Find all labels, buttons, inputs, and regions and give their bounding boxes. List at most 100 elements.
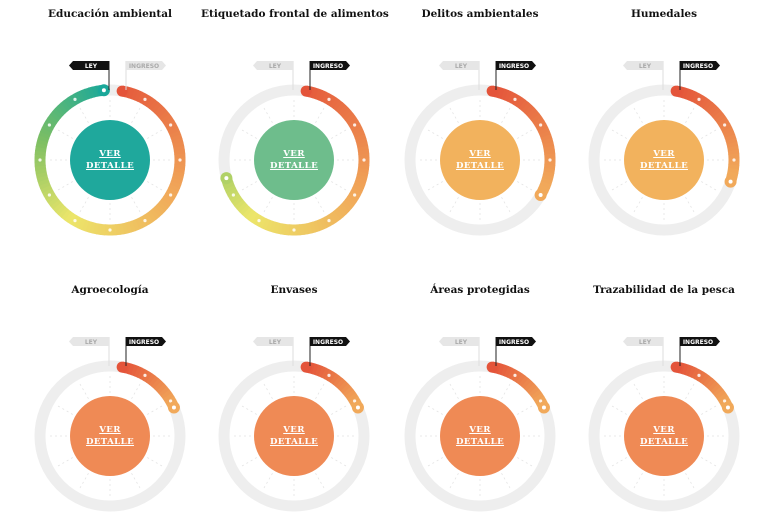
dial-guide-line (500, 471, 510, 488)
card-title: Delitos ambientales (387, 8, 573, 20)
step-tick (327, 98, 330, 101)
progress-knob-center (729, 180, 733, 184)
flag-label-ingreso: INGRESO (499, 339, 529, 346)
ver-detalle-button[interactable]: VER DETALLE (254, 120, 334, 200)
flag-label-ley: LEY (639, 63, 652, 70)
ver-detalle-button[interactable]: VER DETALLE (624, 120, 704, 200)
progress-knob-center (539, 193, 543, 197)
step-tick (143, 98, 146, 101)
card-title: Educación ambiental (17, 8, 203, 20)
dial-guide-line (145, 406, 162, 416)
step-tick (232, 193, 235, 196)
step-tick (73, 219, 76, 222)
dial-guide-line (130, 108, 140, 125)
progress-knob-center (172, 406, 176, 410)
ver-detalle-button[interactable]: VER DETALLE (70, 396, 150, 476)
dial-guide-line (684, 108, 694, 125)
step-tick (723, 123, 726, 126)
step-tick (48, 193, 51, 196)
step-tick (697, 374, 700, 377)
dial-guide-line (699, 180, 716, 190)
step-tick (38, 158, 41, 161)
dial-guide-line (450, 471, 460, 488)
dial-guide-line (329, 406, 346, 416)
step-tick (108, 228, 111, 231)
ver-detalle-label: VER DETALLE (640, 424, 688, 449)
dial-guide-line (80, 471, 90, 488)
step-tick (539, 123, 542, 126)
dial-guide-line (684, 384, 694, 401)
dial-guide-line (428, 180, 445, 190)
ver-detalle-button[interactable]: VER DETALLE (70, 120, 150, 200)
dial-guide-line (329, 130, 346, 140)
card-title: Agroecología (17, 284, 203, 296)
dial-guide-line (634, 195, 644, 212)
bill-card: Delitos ambientales LEY INGRESO VER DETALLE (387, 0, 573, 252)
dial-guide-line (242, 180, 259, 190)
ver-detalle-label: VER DETALLE (456, 148, 504, 173)
ver-detalle-label: VER DETALLE (640, 148, 688, 173)
dial-guide-line (58, 456, 75, 466)
ver-detalle-button[interactable]: VER DETALLE (440, 120, 520, 200)
dial-guide-line (145, 456, 162, 466)
ver-detalle-label: VER DETALLE (456, 424, 504, 449)
flag-label-ley: LEY (85, 339, 98, 346)
step-tick (732, 158, 735, 161)
dial-guide-line (634, 384, 644, 401)
dial-guide-line (130, 195, 140, 212)
dial-guide-line (612, 406, 629, 416)
dial-guide-line (264, 384, 274, 401)
step-tick (48, 123, 51, 126)
dial-guide-line (242, 130, 259, 140)
bill-card: Educación ambiental LEY INGRESO VER DETALLE (17, 0, 203, 252)
ver-detalle-button[interactable]: VER DETALLE (254, 396, 334, 476)
dial-guide-line (264, 471, 274, 488)
step-tick (143, 219, 146, 222)
step-tick (257, 219, 260, 222)
dial-guide-line (515, 406, 532, 416)
dial-guide-line (515, 130, 532, 140)
step-tick (353, 193, 356, 196)
dial-guide-line (80, 108, 90, 125)
flag-label-ingreso: INGRESO (499, 63, 529, 70)
step-tick (513, 374, 516, 377)
progress-knob-center (224, 176, 228, 180)
step-tick (73, 98, 76, 101)
flag-label-ingreso: INGRESO (313, 339, 343, 346)
card-title: Humedales (571, 8, 757, 20)
flag-label-ingreso: INGRESO (683, 63, 713, 70)
ver-detalle-button[interactable]: VER DETALLE (624, 396, 704, 476)
flag-label-ingreso: INGRESO (313, 63, 343, 70)
dial-guide-line (145, 180, 162, 190)
dial-guide-line (634, 471, 644, 488)
flag-label-ley: LEY (455, 63, 468, 70)
dial-guide-line (500, 108, 510, 125)
dial-guide-line (130, 384, 140, 401)
dial-guide-line (329, 180, 346, 190)
step-tick (292, 228, 295, 231)
dial-guide-line (130, 471, 140, 488)
dial-guide-line (428, 456, 445, 466)
step-tick (548, 158, 551, 161)
ver-detalle-button[interactable]: VER DETALLE (440, 396, 520, 476)
step-tick (513, 98, 516, 101)
dial-guide-line (450, 384, 460, 401)
flag-label-ley: LEY (455, 339, 468, 346)
flag-label-ley: LEY (269, 63, 282, 70)
ver-detalle-label: VER DETALLE (270, 148, 318, 173)
flag-label-ingreso: INGRESO (129, 63, 159, 70)
dial-guide-line (684, 195, 694, 212)
dial-guide-line (699, 406, 716, 416)
dial-guide-line (264, 195, 274, 212)
flag-label-ley: LEY (85, 63, 98, 70)
flag-label-ley: LEY (639, 339, 652, 346)
dial-guide-line (699, 456, 716, 466)
step-tick (169, 193, 172, 196)
dial-guide-line (428, 130, 445, 140)
step-tick (353, 123, 356, 126)
step-tick (169, 123, 172, 126)
dial-guide-line (612, 130, 629, 140)
